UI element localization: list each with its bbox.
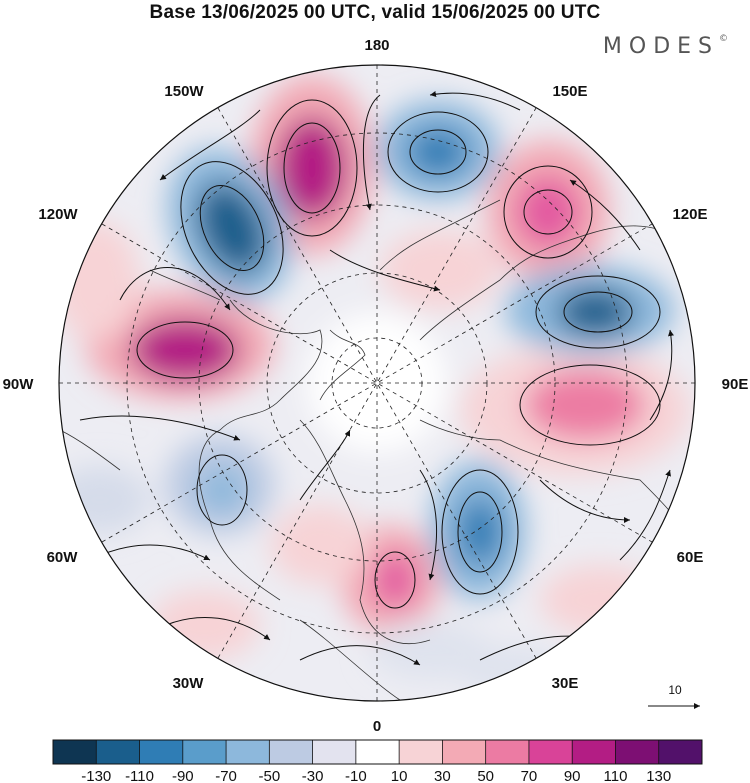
lon-label-150w: 150W [164,83,204,100]
lon-label-120w: 120W [38,206,78,223]
colorbar-swatch [269,740,314,764]
colorbar-swatch [355,740,400,764]
reference-vector: 10 [648,683,700,709]
colorbar-swatch [312,740,357,764]
modes-logo: MODES© [603,34,728,59]
colorbar-tick-label: -130 [81,768,111,783]
colorbar-border [52,739,703,765]
map-title: Base 13/06/2025 00 UTC, valid 15/06/2025… [149,2,601,23]
colorbar-swatch [226,740,270,764]
colorbar-tick-label: 10 [391,768,408,783]
map-boundary [58,64,696,702]
colorbar-tick-label: 90 [564,768,581,783]
brand-text: MODES [602,34,719,59]
colorbar-swatch [658,740,703,764]
colorbar-swatch [615,740,660,764]
colorbar-swatch [399,740,443,764]
wind-streamlines [79,91,674,666]
colorbar-swatch [572,740,616,764]
colorbar-tick-label: -30 [302,768,324,783]
colorbar-tick-label: 130 [646,768,671,783]
lon-label-60e: 60E [677,549,704,566]
lon-label-0: 0 [373,718,381,735]
colorbar-tick-label: 70 [521,768,538,783]
colorbar-swatch [182,740,227,764]
colorbar-tick-label: -10 [345,768,367,783]
colorbar-swatch [53,740,97,764]
colorbar: -130 -110 -90 -70 -50 -30 -10 10 30 50 70 90 110 130 [52,739,703,783]
lon-label-30e: 30E [552,675,579,692]
colorbar-tick-label: -90 [172,768,194,783]
graticule [59,65,695,701]
lon-label-180: 180 [364,37,389,54]
lon-label-90e: 90E [722,376,749,393]
colorbar-swatch [139,740,184,764]
colorbar-tick-label: -70 [215,768,237,783]
reference-vector-label: 10 [668,683,682,697]
colorbar-tick-label: 50 [477,768,494,783]
lon-label-90w: 90W [3,376,35,393]
lon-label-120e: 120E [672,206,707,223]
colorbar-tick-label: -50 [258,768,280,783]
lon-label-150e: 150E [552,83,587,100]
colorbar-tick-label: 110 [604,768,628,783]
lon-label-30w: 30W [173,675,205,692]
colorbar-swatch [96,740,141,764]
colorbar-swatch [485,740,530,764]
coastlines [59,199,691,701]
colorbar-swatch [528,740,573,764]
colorbar-tick-label: -110 [125,768,154,783]
brand-mark: © [719,34,728,44]
lon-label-60w: 60W [47,549,79,566]
colorbar-swatch [442,740,487,764]
colorbar-tick-label: 30 [434,768,451,783]
